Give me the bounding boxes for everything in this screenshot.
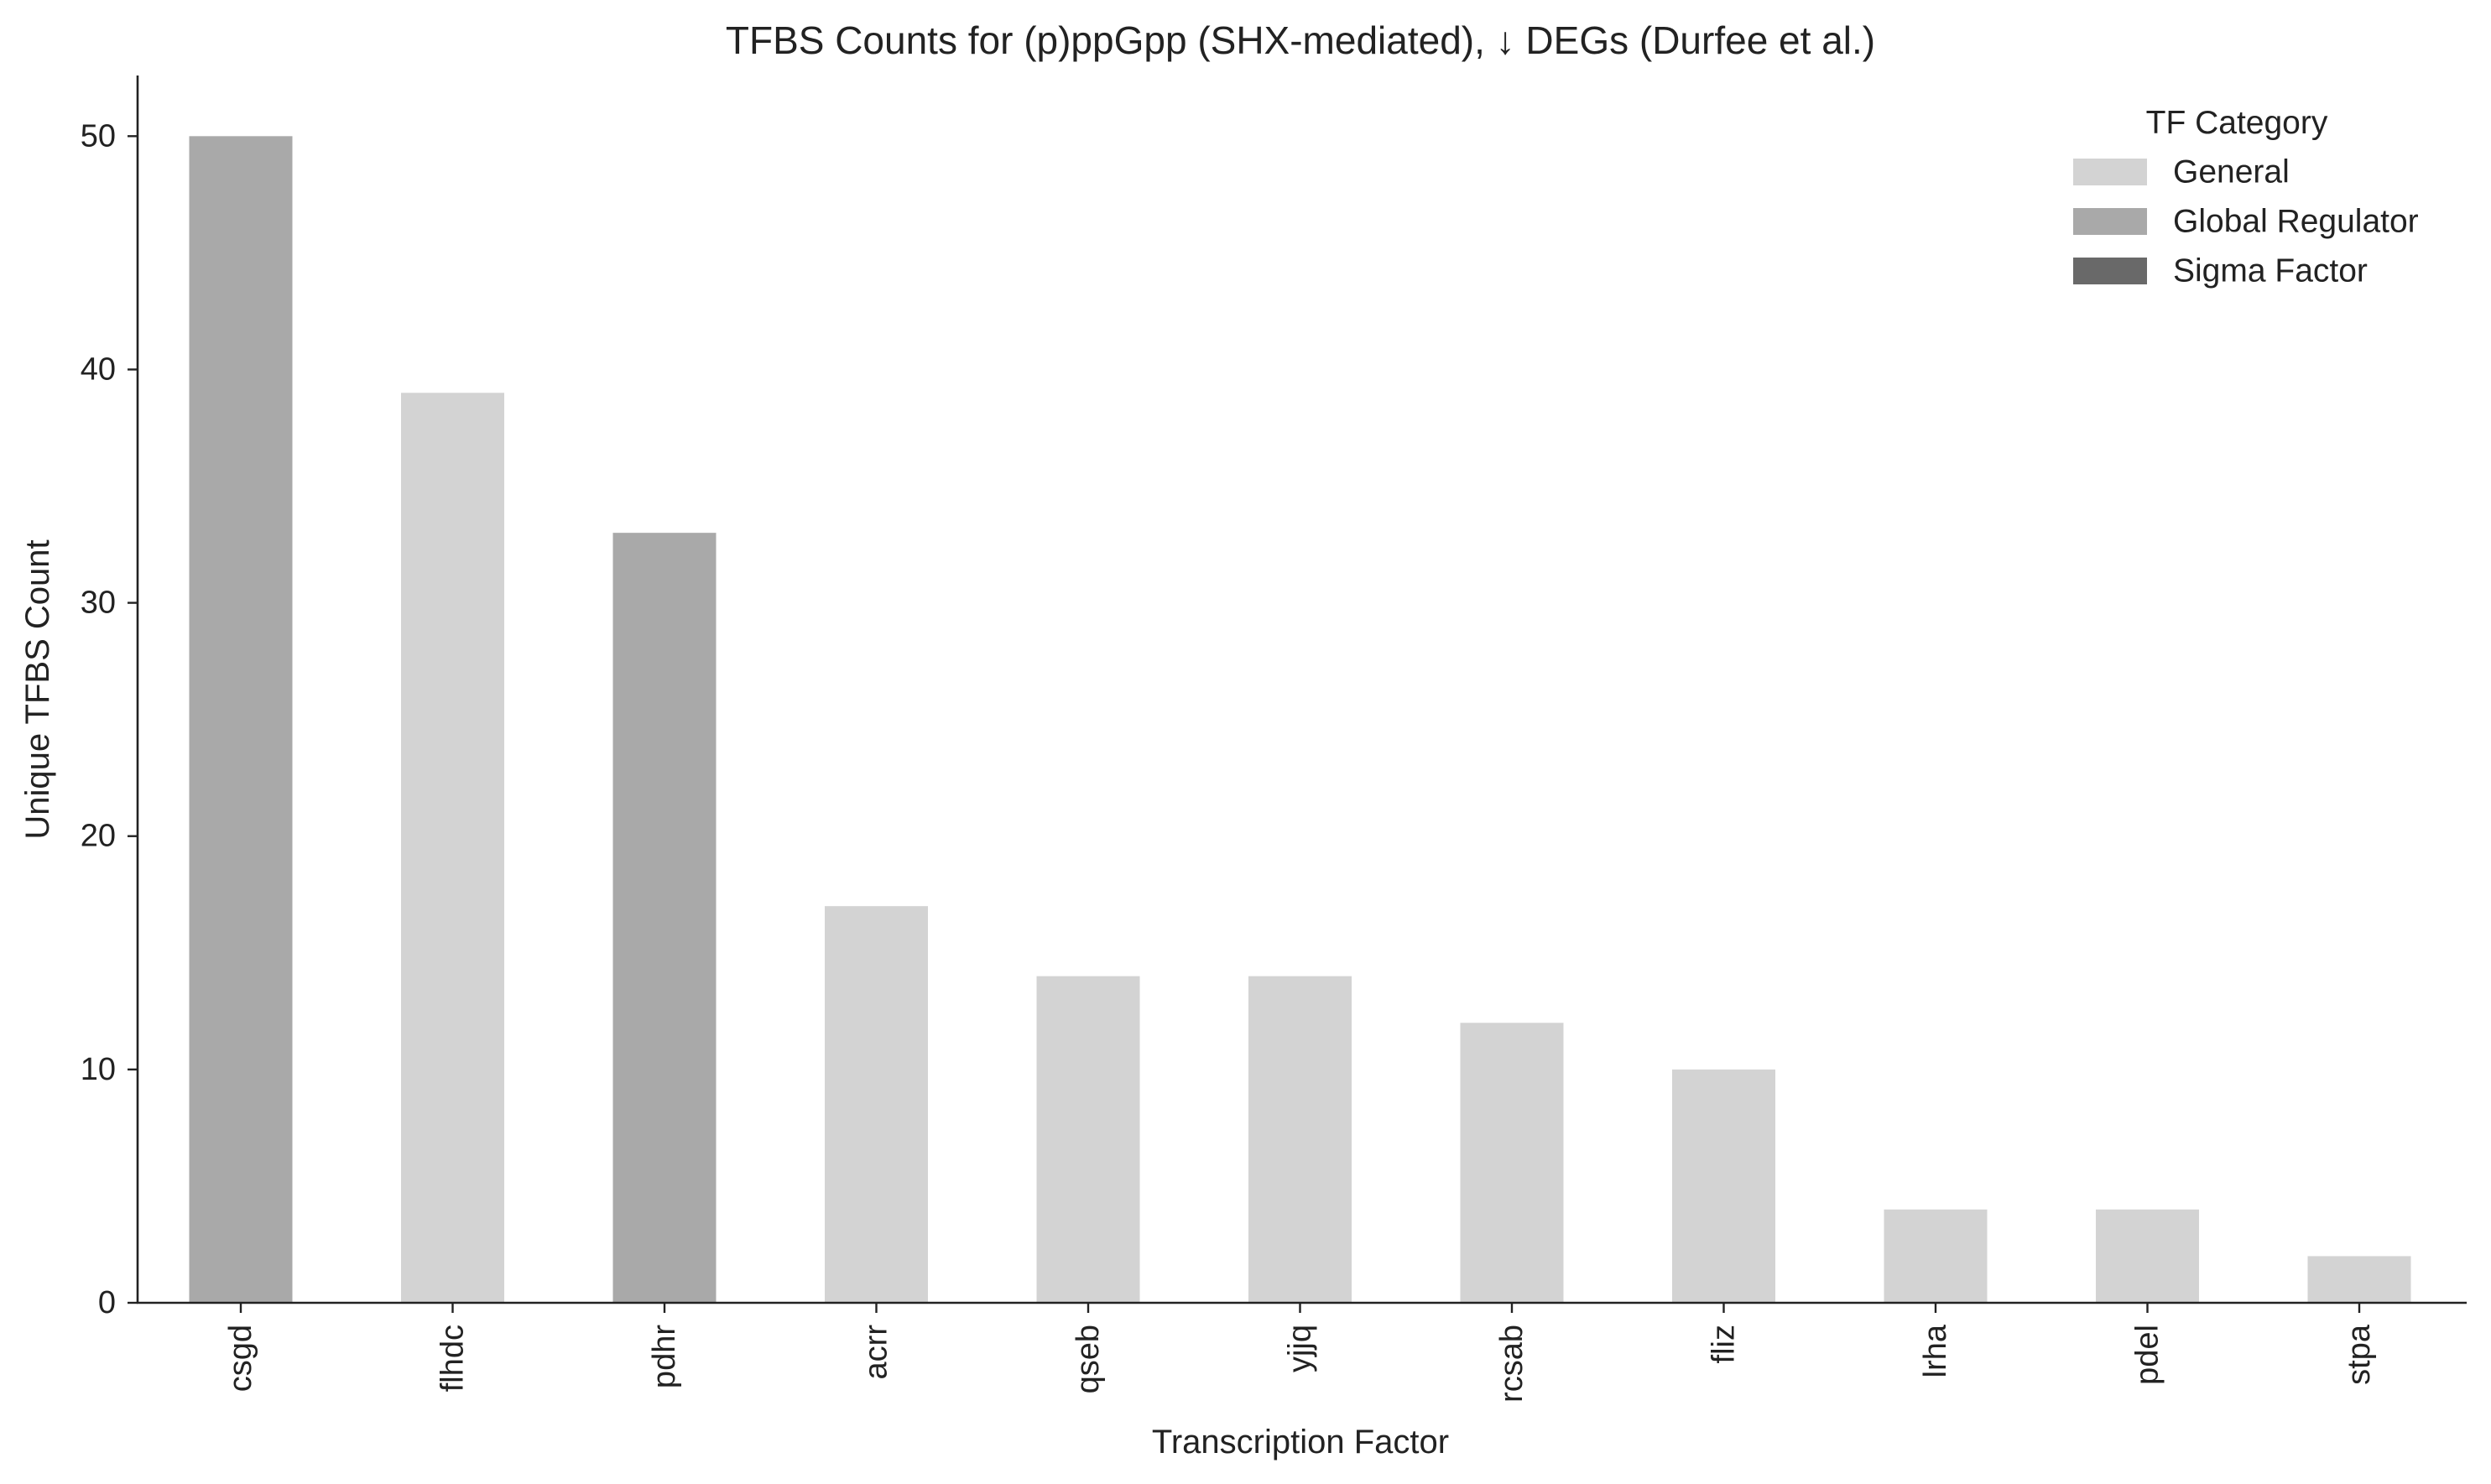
- y-ticks-group: 0 10 20 30 40 50: [81, 118, 138, 1320]
- x-tick-label: lrha: [1918, 1324, 1953, 1377]
- bar-rcsab: [1460, 1023, 1564, 1303]
- x-tick-label: pdel: [2130, 1325, 2165, 1385]
- y-axis-label: Unique TFBS Count: [19, 539, 56, 839]
- y-tick-label: 50: [81, 118, 116, 154]
- bar-stpa: [2307, 1256, 2411, 1303]
- bar-flhdc: [401, 393, 504, 1304]
- x-ticks-group: csgd flhdc pdhr acrr qseb yjjq rcsab fliz lrha pd…: [223, 1303, 2377, 1403]
- x-tick-label: yjjq: [1283, 1325, 1318, 1372]
- bar-fliz: [1672, 1069, 1775, 1303]
- x-tick-label: stpa: [2342, 1324, 2377, 1385]
- y-tick-label: 10: [81, 1052, 116, 1087]
- legend-label: Sigma Factor: [2173, 253, 2368, 289]
- x-tick-label: fliz: [1707, 1325, 1742, 1363]
- legend-label: Global Regulator: [2173, 204, 2419, 240]
- legend-label: General: [2173, 154, 2290, 190]
- legend-entries: General Global Regulator Sigma Factor: [2073, 154, 2419, 289]
- bar-acrr: [825, 906, 928, 1303]
- bars-group: [189, 136, 2411, 1304]
- bar-yjjq: [1248, 976, 1352, 1303]
- bar-csgd: [189, 136, 293, 1304]
- legend-title: TF Category: [2146, 105, 2328, 141]
- x-tick-label: acrr: [859, 1325, 894, 1380]
- bar-pdhr: [612, 533, 717, 1303]
- legend-swatch: [2073, 258, 2147, 284]
- bar-pdel: [2096, 1209, 2199, 1303]
- bar-qseb: [1036, 976, 1140, 1303]
- legend-swatch: [2073, 159, 2147, 185]
- legend: TF Category General Global Regulator Sigma…: [2073, 105, 2419, 289]
- y-tick-label: 40: [81, 351, 116, 387]
- chart-title: TFBS Counts for (p)ppGpp (SHX-mediated),…: [726, 18, 1875, 62]
- y-tick-label: 0: [98, 1285, 116, 1320]
- legend-swatch: [2073, 208, 2147, 235]
- x-tick-label: csgd: [223, 1325, 258, 1392]
- x-tick-label: flhdc: [435, 1325, 471, 1392]
- x-tick-label: qseb: [1071, 1325, 1106, 1393]
- x-tick-label: rcsab: [1494, 1325, 1530, 1403]
- x-tick-label: pdhr: [647, 1325, 682, 1388]
- y-tick-label: 30: [81, 586, 116, 621]
- y-tick-label: 20: [81, 819, 116, 854]
- x-axis-label: Transcription Factor: [1152, 1424, 1449, 1461]
- bar-lrha: [1884, 1209, 1988, 1303]
